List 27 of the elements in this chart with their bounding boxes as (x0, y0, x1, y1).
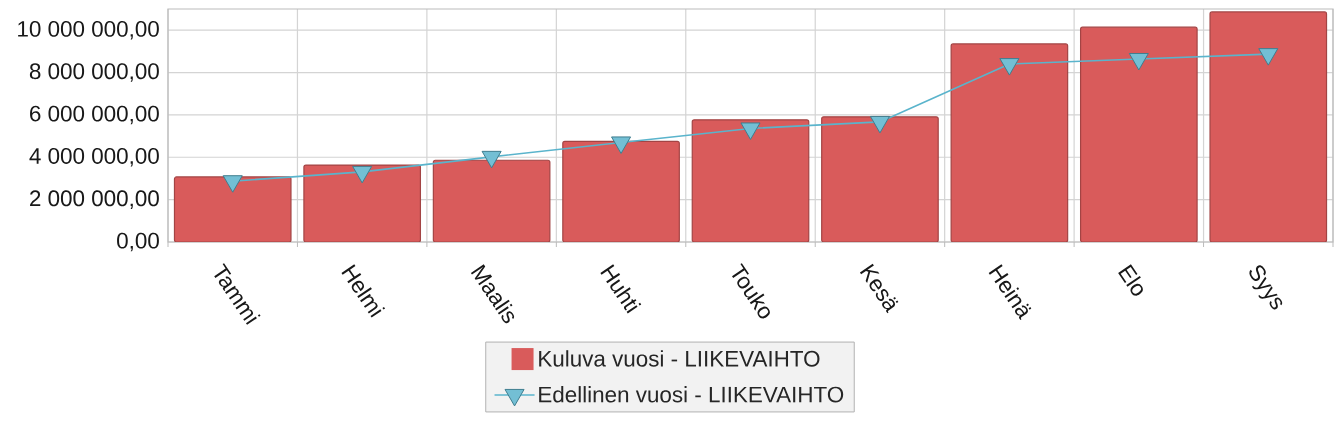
point (611, 136, 632, 154)
y-tick-label: 6 000 000,00 (30, 105, 159, 125)
bar (1209, 11, 1328, 242)
y-tick-label: 2 000 000,00 (30, 190, 159, 209)
point (1258, 48, 1279, 66)
bar (1079, 26, 1198, 242)
legend-label: Kuluva vuosi - LIIKEVAIHTO (539, 350, 820, 367)
y-tick-label: 10 000 000,00 (18, 20, 159, 40)
point (999, 58, 1020, 76)
point (869, 115, 890, 134)
y-tick-label: 4 000 000,00 (29, 148, 159, 167)
point (481, 150, 502, 169)
point (740, 122, 761, 140)
bar (562, 140, 680, 242)
bar (950, 43, 1069, 242)
legend-label: Edellinen vuosi - LIIKEVAIHTO (539, 386, 844, 403)
y-tick-label: 8 000 000,00 (29, 63, 159, 82)
bar (821, 116, 939, 242)
y-tick-label: 0,00 (117, 232, 159, 252)
bar (691, 119, 810, 242)
point (222, 175, 243, 193)
bar (173, 176, 292, 242)
point (1128, 52, 1149, 71)
x-tick-label: Elo (1118, 264, 1143, 296)
bar (303, 164, 422, 242)
point (352, 165, 373, 184)
bar (432, 159, 551, 242)
